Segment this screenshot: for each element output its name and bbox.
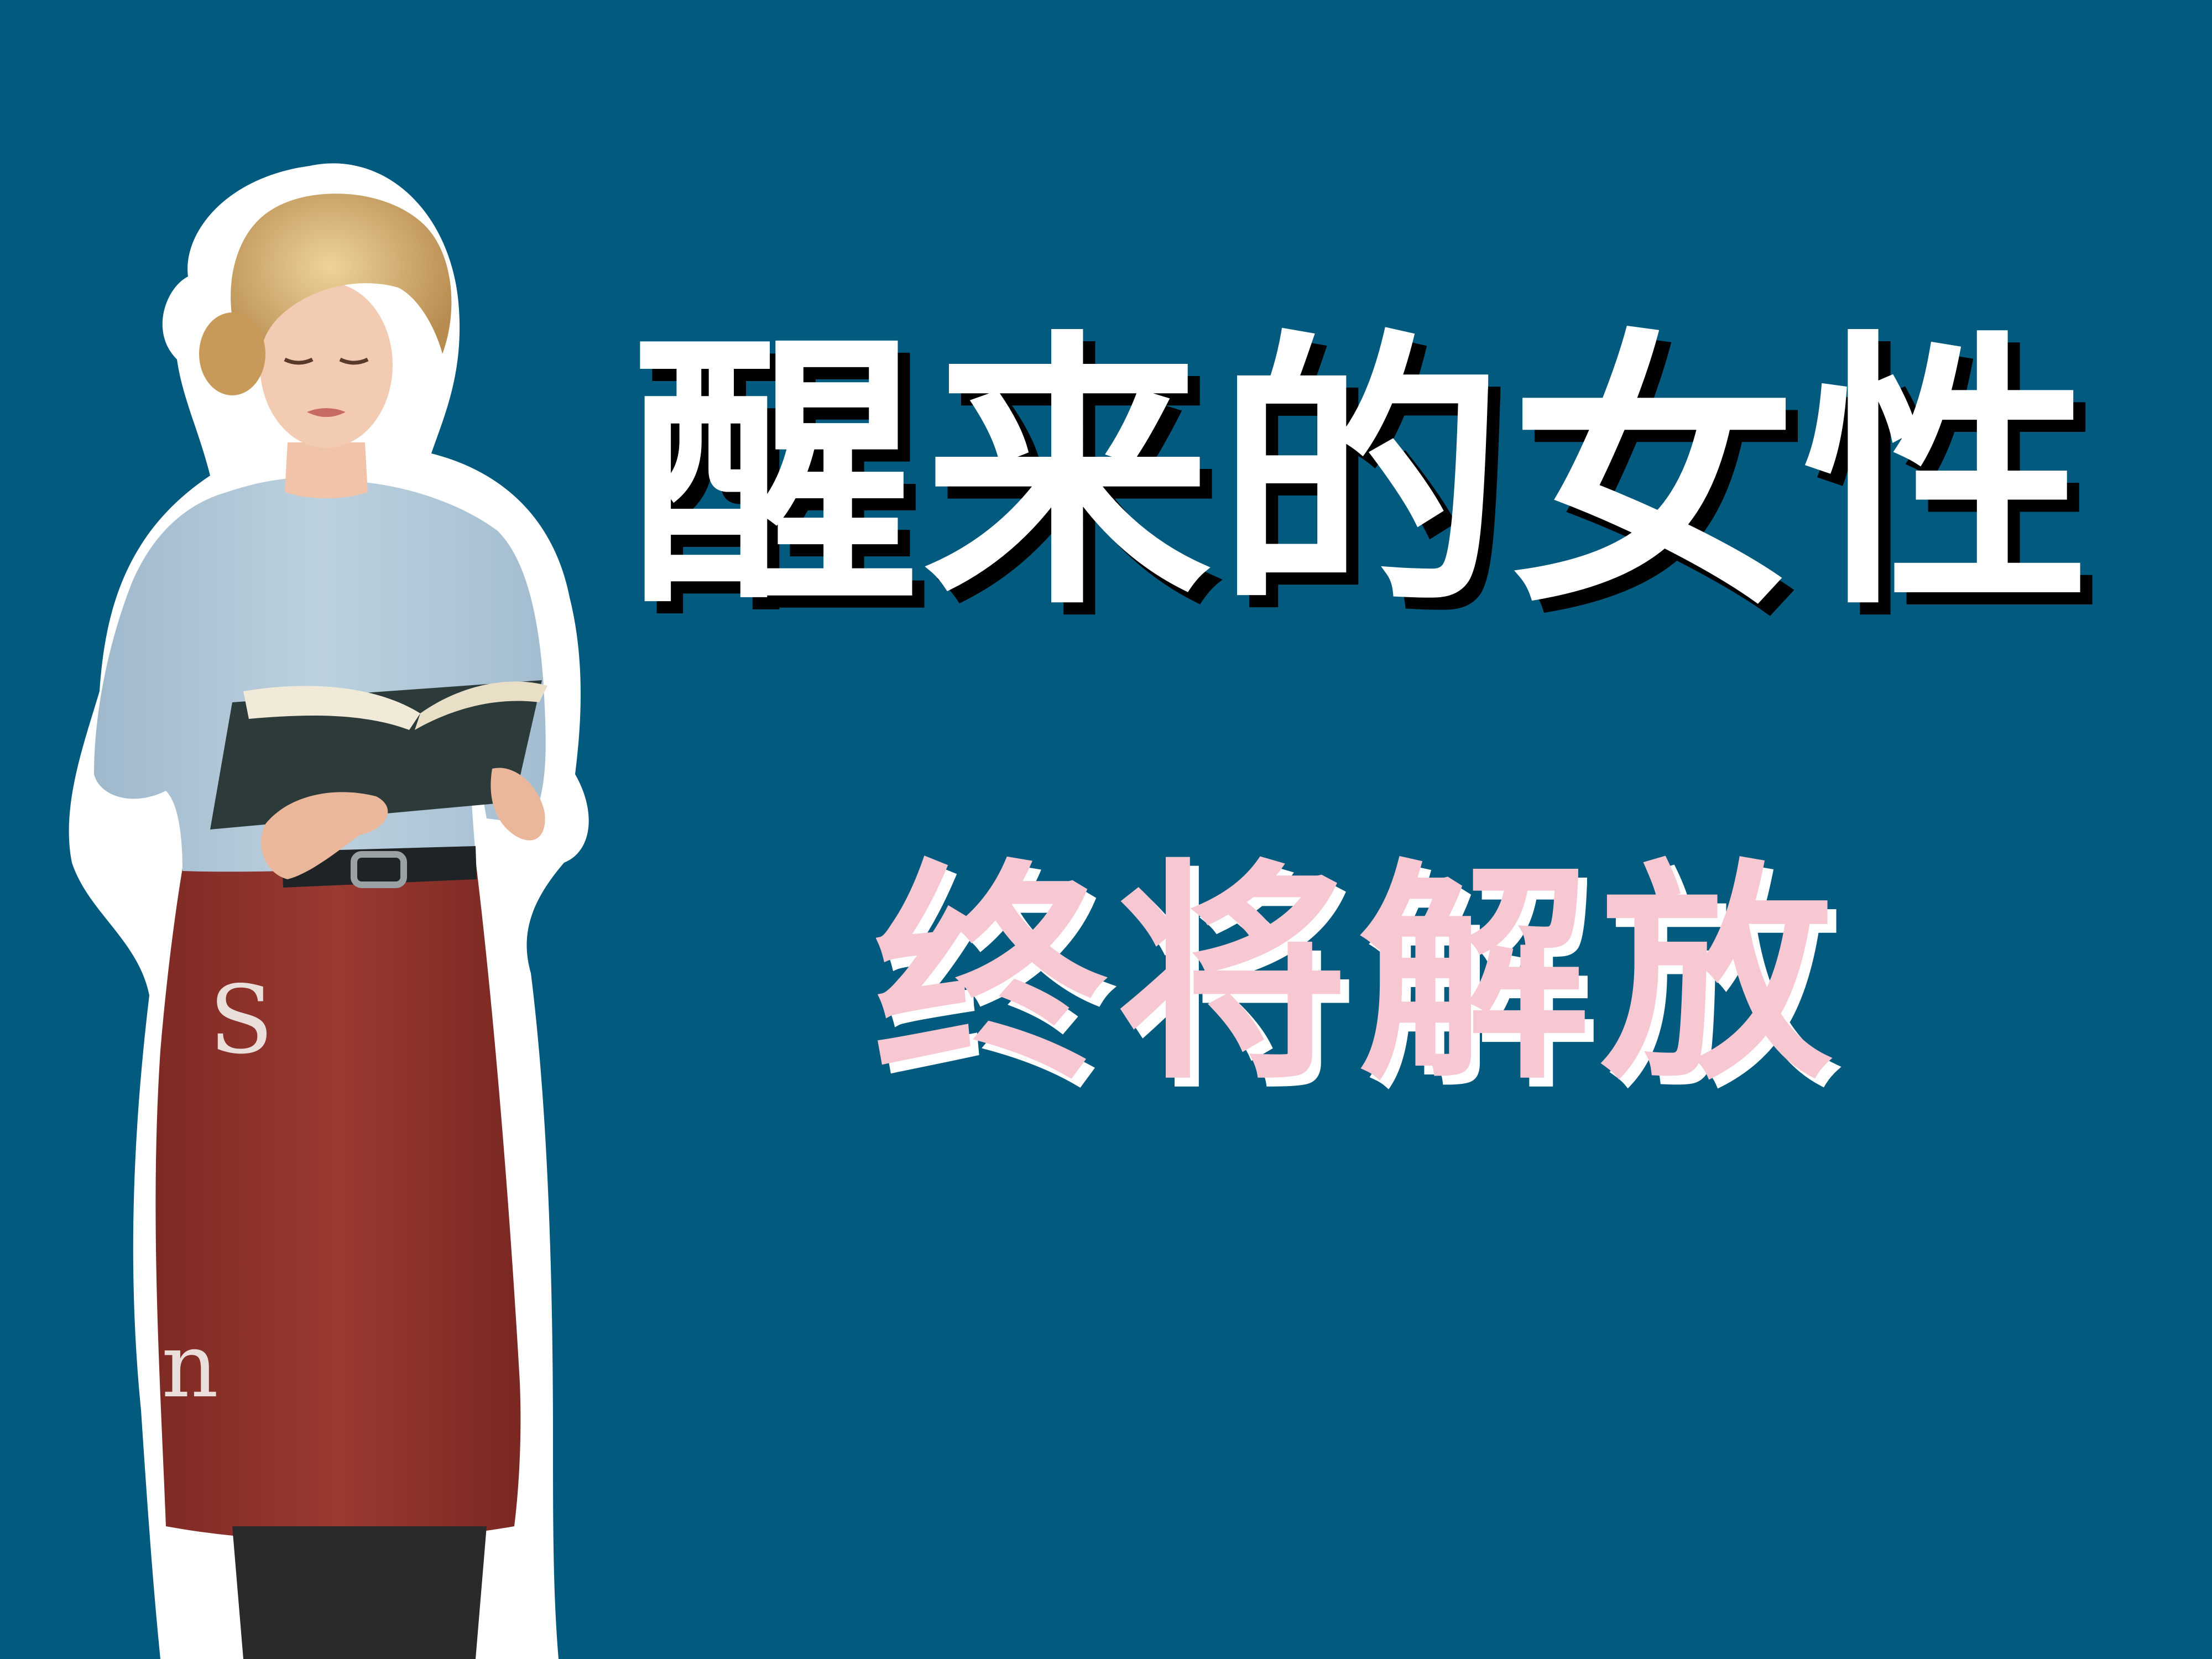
lips [307, 408, 346, 417]
blonde-hair [231, 194, 452, 376]
belt [282, 846, 477, 888]
face [260, 282, 393, 448]
faded-letter-s: S [209, 966, 274, 1075]
hair-bun [199, 312, 265, 395]
neck [285, 442, 368, 499]
red-skirt [155, 859, 521, 1541]
legs [232, 1526, 487, 1659]
closed-eyes [284, 357, 369, 365]
right-hand [491, 768, 545, 841]
main-title: 醒来的女性 [630, 308, 2096, 643]
subtitle: 终将解放 [874, 841, 1843, 1111]
faded-letter-n: n [161, 1314, 219, 1417]
left-hand [261, 792, 388, 879]
open-book [210, 680, 547, 830]
belt-buckle [351, 851, 407, 888]
